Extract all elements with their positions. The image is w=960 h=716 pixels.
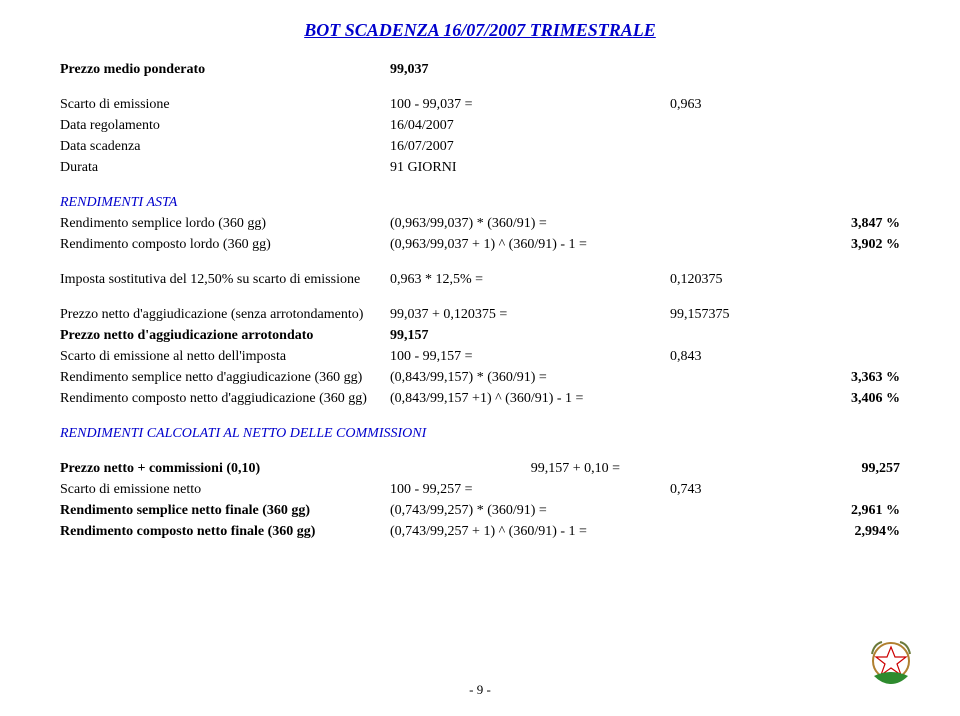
value: 0,120375: [670, 269, 780, 290]
heading-commissioni: RENDIMENTI CALCOLATI AL NETTO DELLE COMM…: [60, 423, 900, 444]
row-rend-composto-lordo: Rendimento composto lordo (360 gg) (0,96…: [60, 234, 900, 255]
formula: 100 - 99,257 =: [390, 479, 670, 500]
value: 16/07/2007: [390, 136, 670, 157]
formula: (0,743/99,257 + 1) ^ (360/91) - 1 =: [390, 521, 670, 542]
label: Scarto di emissione netto: [60, 479, 390, 500]
row-aggiud-senza: Prezzo netto d'aggiudicazione (senza arr…: [60, 304, 900, 325]
label: Rendimento composto netto d'aggiudicazio…: [60, 388, 390, 409]
page-number: - 9 -: [0, 682, 960, 698]
formula: 99,037 + 0,120375 =: [390, 304, 670, 325]
text: RENDIMENTI ASTA: [60, 192, 177, 213]
value: 2,994%: [780, 521, 900, 542]
value: 99,257: [780, 458, 900, 479]
formula: (0,963/99,037 + 1) ^ (360/91) - 1 =: [390, 234, 670, 255]
row-scarto-netto-imposta: Scarto di emissione al netto dell'impost…: [60, 346, 900, 367]
formula: (0,843/99,157) * (360/91) =: [390, 367, 670, 388]
row-scarto-emissione: Scarto di emissione 100 - 99,037 = 0,963: [60, 94, 900, 115]
row-rend-composto-finale: Rendimento composto netto finale (360 gg…: [60, 521, 900, 542]
label: Imposta sostitutiva del 12,50% su scarto…: [60, 269, 390, 290]
formula: 0,963 * 12,5% =: [390, 269, 670, 290]
page-title: BOT SCADENZA 16/07/2007 TRIMESTRALE: [60, 20, 900, 41]
label: Scarto di emissione: [60, 94, 390, 115]
value: 3,847 %: [780, 213, 900, 234]
value: 3,902 %: [780, 234, 900, 255]
row-scarto-emissione-netto: Scarto di emissione netto 100 - 99,257 =…: [60, 479, 900, 500]
row-rend-composto-aggiud: Rendimento composto netto d'aggiudicazio…: [60, 388, 900, 409]
label: Rendimento semplice lordo (360 gg): [60, 213, 390, 234]
row-data-scadenza: Data scadenza 16/07/2007: [60, 136, 900, 157]
value: 3,406 %: [780, 388, 900, 409]
row-prezzo-medio: Prezzo medio ponderato 99,037: [60, 59, 900, 80]
label: Data regolamento: [60, 115, 390, 136]
value: 16/04/2007: [390, 115, 670, 136]
formula: (0,963/99,037) * (360/91) =: [390, 213, 670, 234]
value: 0,843: [670, 346, 780, 367]
value: 99,037: [390, 59, 670, 80]
value: 0,743: [670, 479, 780, 500]
label: Prezzo netto d'aggiudicazione arrotondat…: [60, 325, 390, 346]
formula: 99,157 + 0,10 =: [390, 458, 670, 479]
label: Rendimento semplice netto finale (360 gg…: [60, 500, 390, 521]
label: Prezzo netto + commissioni (0,10): [60, 458, 390, 479]
value: 3,363 %: [780, 367, 900, 388]
label: Durata: [60, 157, 390, 178]
row-imposta: Imposta sostitutiva del 12,50% su scarto…: [60, 269, 900, 290]
value: 99,157: [390, 325, 670, 346]
value: 2,961 %: [780, 500, 900, 521]
label: Prezzo netto d'aggiudicazione (senza arr…: [60, 304, 390, 325]
label: Rendimento semplice netto d'aggiudicazio…: [60, 367, 390, 388]
value: 0,963: [670, 94, 780, 115]
formula: 100 - 99,037 =: [390, 94, 670, 115]
row-data-regolamento: Data regolamento 16/04/2007: [60, 115, 900, 136]
label: Prezzo medio ponderato: [60, 59, 390, 80]
formula: (0,743/99,257) * (360/91) =: [390, 500, 670, 521]
formula: 100 - 99,157 =: [390, 346, 670, 367]
row-rend-semplice-finale: Rendimento semplice netto finale (360 gg…: [60, 500, 900, 521]
label: Data scadenza: [60, 136, 390, 157]
formula: (0,843/99,157 +1) ^ (360/91) - 1 =: [390, 388, 670, 409]
label: Scarto di emissione al netto dell'impost…: [60, 346, 390, 367]
value: 99,157375: [670, 304, 780, 325]
heading-rendimenti-asta: RENDIMENTI ASTA: [60, 192, 900, 213]
italian-emblem-icon: [866, 634, 916, 688]
row-rend-semplice-aggiud: Rendimento semplice netto d'aggiudicazio…: [60, 367, 900, 388]
row-durata: Durata 91 GIORNI: [60, 157, 900, 178]
value: 91 GIORNI: [390, 157, 670, 178]
label: Rendimento composto netto finale (360 gg…: [60, 521, 390, 542]
text: RENDIMENTI CALCOLATI AL NETTO DELLE COMM…: [60, 423, 426, 444]
label: Rendimento composto lordo (360 gg): [60, 234, 390, 255]
row-rend-semplice-lordo: Rendimento semplice lordo (360 gg) (0,96…: [60, 213, 900, 234]
row-prezzo-netto-comm: Prezzo netto + commissioni (0,10) 99,157…: [60, 458, 900, 479]
row-aggiud-arrotondato: Prezzo netto d'aggiudicazione arrotondat…: [60, 325, 900, 346]
